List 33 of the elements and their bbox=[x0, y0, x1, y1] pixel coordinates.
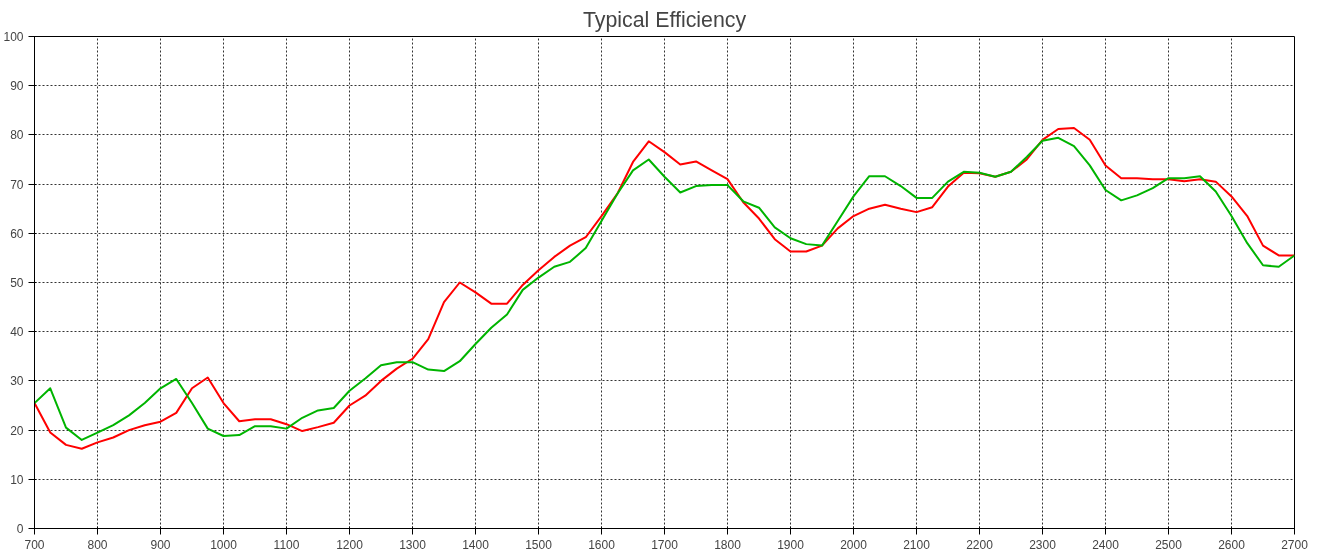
x-tick-label: 800 bbox=[87, 537, 108, 551]
x-tick-label: 1000 bbox=[210, 537, 238, 551]
x-tick-label: 1400 bbox=[462, 537, 490, 551]
x-tick-label: 2500 bbox=[1155, 537, 1183, 551]
x-tick-label: 2100 bbox=[903, 537, 931, 551]
x-tick-label: 700 bbox=[24, 537, 45, 551]
chart-title: Typical Efficiency bbox=[582, 7, 747, 32]
y-tick-label: 20 bbox=[10, 423, 24, 438]
x-tick-label: 1600 bbox=[588, 537, 616, 551]
x-tick-label: 2600 bbox=[1218, 537, 1246, 551]
x-tick-label: 1700 bbox=[651, 537, 679, 551]
y-tick-label: 0 bbox=[16, 522, 24, 536]
y-tick-label: 50 bbox=[10, 276, 24, 290]
y-tick-label: 30 bbox=[10, 374, 24, 389]
y-tick-label: 100 bbox=[3, 30, 24, 44]
x-tick-label: 1900 bbox=[777, 537, 805, 551]
y-tick-label: 90 bbox=[10, 79, 24, 94]
x-tick-label: 2300 bbox=[1029, 537, 1057, 551]
y-tick-label: 60 bbox=[10, 226, 24, 241]
y-tick-label: 80 bbox=[10, 128, 24, 143]
y-tick-label: 10 bbox=[10, 472, 24, 487]
y-tick-label: 40 bbox=[10, 325, 24, 340]
x-tick-label: 1100 bbox=[273, 537, 300, 551]
y-tick-label: 70 bbox=[10, 177, 24, 192]
x-tick-label: 1800 bbox=[714, 537, 742, 551]
x-tick-label: 1200 bbox=[336, 537, 364, 551]
x-tick-label: 1300 bbox=[399, 537, 427, 551]
x-tick-label: 2700 bbox=[1281, 537, 1309, 551]
x-tick-label: 900 bbox=[150, 537, 171, 551]
x-tick-label: 2000 bbox=[840, 537, 868, 551]
x-tick-label: 2400 bbox=[1092, 537, 1120, 551]
x-tick-label: 2200 bbox=[966, 537, 994, 551]
x-tick-label: 1500 bbox=[525, 537, 553, 551]
